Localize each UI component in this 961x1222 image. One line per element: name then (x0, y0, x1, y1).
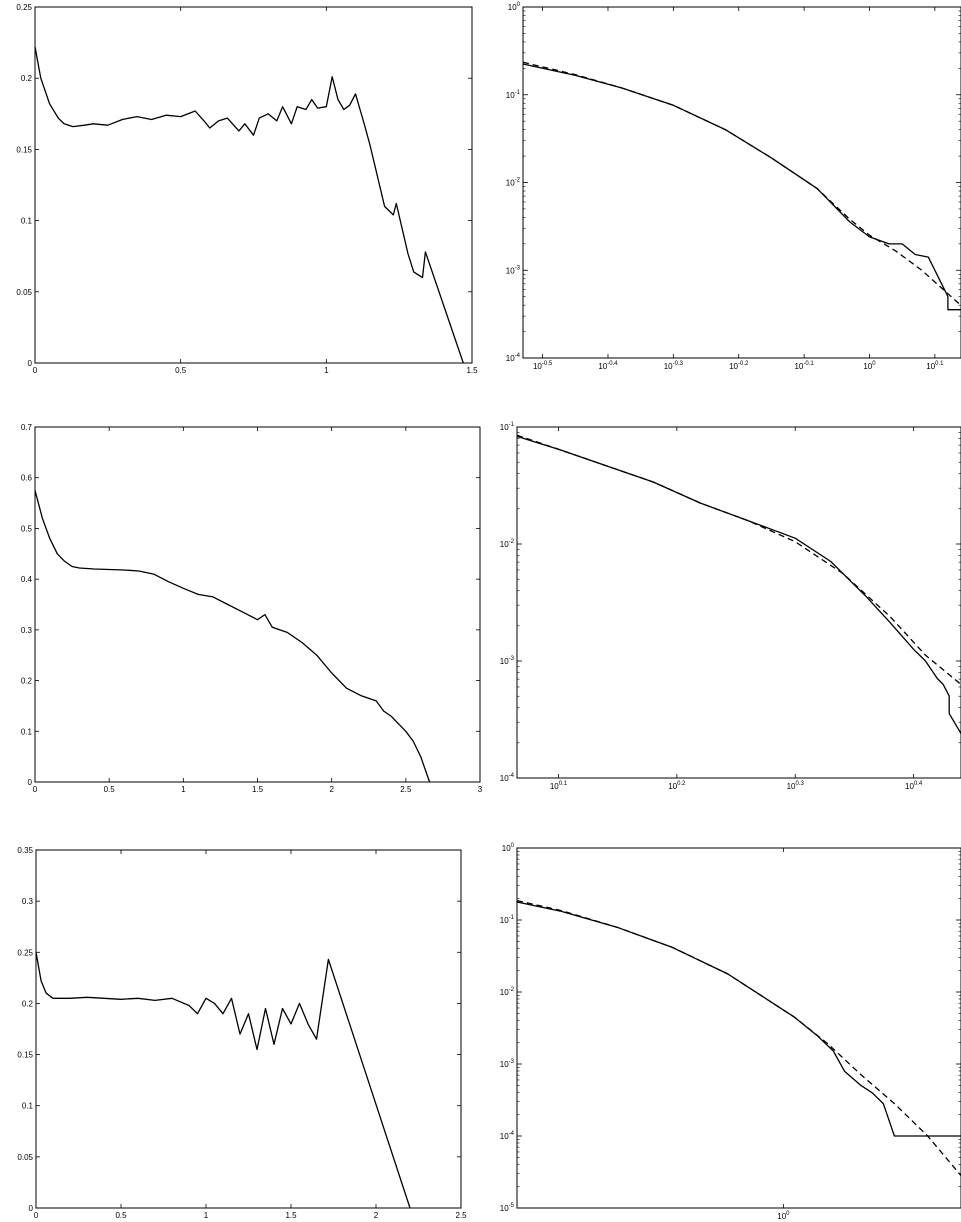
x-tick-label: 100.1 (550, 781, 568, 791)
y-tick-label: 0.2 (21, 677, 33, 686)
x-tick-label: 0 (34, 1211, 39, 1220)
data-line-bottom-right (516, 901, 961, 1137)
y-tick-label: 10-2 (500, 539, 515, 549)
plot-frame (516, 847, 961, 1209)
x-tick-label: 100.4 (905, 781, 923, 791)
y-tick-label: 0.1 (21, 727, 33, 736)
x-tick-label: 2 (374, 1211, 379, 1220)
y-tick-label: 0.05 (17, 1153, 33, 1162)
x-tick-label: 0.5 (175, 366, 187, 375)
x-tick-label: 10-0.1 (794, 361, 814, 371)
x-tick-label: 1.5 (252, 785, 264, 794)
y-tick-label: 10-4 (506, 353, 521, 363)
x-tick-label: 10-0.4 (598, 361, 618, 371)
dashed-fit-line-middle-right (516, 434, 961, 685)
x-tick-label: 100.2 (668, 781, 686, 791)
x-tick-label: 100 (863, 361, 876, 371)
chart-middle-left: 0 0.5 1 1.5 2 2.5 3 0 0.1 0.2 0.3 0.4 0.5 0.6 0.7 (21, 423, 483, 794)
y-tick-label: 10-2 (500, 987, 515, 997)
y-tick-label: 0 (28, 359, 33, 368)
y-tick-label: 10-2 (506, 178, 521, 188)
y-tick-label: 100 (502, 843, 515, 853)
y-tick-label: 100 (508, 2, 521, 12)
x-tick-label: 100 (777, 1211, 790, 1221)
chart-middle-right: 100.1 100.2 100.3 100.4 10-4 10-3 10-2 10-1 (500, 422, 961, 791)
plot-frame (516, 426, 961, 779)
x-tick-label: 1.5 (285, 1211, 297, 1220)
dashed-fit-line-bottom-right (516, 899, 961, 1177)
y-tick-label: 10-4 (500, 1131, 515, 1141)
plot-frame (35, 849, 462, 1209)
x-tick-label: 1 (204, 1211, 209, 1220)
x-tick-label: 2.5 (455, 1211, 467, 1220)
x-tick-label: 10-0.3 (664, 361, 684, 371)
y-tick-label: 10-5 (500, 1203, 515, 1213)
x-tick-label: 0.5 (104, 785, 116, 794)
x-tick-label: 0 (33, 785, 38, 794)
y-tick-label: 0.35 (17, 846, 33, 855)
y-tick-label: 0.25 (17, 948, 33, 957)
x-tick-label: 0 (33, 366, 38, 375)
x-tick-label: 100.1 (926, 361, 944, 371)
y-tick-label: 10-1 (500, 422, 515, 432)
data-line-middle-left (34, 490, 431, 783)
y-tick-label: 0.6 (21, 474, 33, 483)
x-tick-label: 1 (181, 785, 186, 794)
chart-bottom-right: 100 10-5 10-4 10-3 10-2 10-1 100 (500, 843, 961, 1221)
data-line-top-right (522, 63, 961, 311)
x-tick-label: 1 (324, 366, 329, 375)
y-tick-label: 0.5 (21, 524, 33, 533)
y-tick-label: 0.7 (21, 423, 33, 432)
x-tick-label: 1.5 (466, 366, 478, 375)
x-tick-label: 10-0.2 (729, 361, 749, 371)
y-tick-label: 0 (28, 778, 33, 787)
y-tick-label: 0.15 (17, 1051, 33, 1060)
y-tick-label: 0.15 (16, 145, 32, 154)
x-tick-label: 3 (478, 785, 483, 794)
y-tick-label: 10-1 (500, 915, 515, 925)
y-tick-label: 10-3 (500, 656, 515, 666)
y-tick-label: 0.1 (21, 217, 33, 226)
data-line-middle-right (516, 435, 961, 734)
y-tick-label: 0.05 (16, 288, 32, 297)
plot-frame (34, 6, 473, 364)
chart-top-right: 10-0.5 10-0.4 10-0.3 10-0.2 10-0.1 100 100.1 10… (506, 2, 961, 371)
plot-frame (34, 426, 481, 783)
y-tick-label: 10-1 (506, 90, 521, 100)
x-tick-label: 10-0.5 (533, 361, 553, 371)
data-line-top-left (34, 46, 464, 364)
chart-bottom-left: 0 0.5 1 1.5 2 2.5 0 0.05 0.1 0.15 0.2 0.25 0.3 0.35 (17, 846, 467, 1220)
data-line-bottom-left (35, 952, 411, 1209)
y-tick-label: 0.3 (22, 897, 34, 906)
y-tick-label: 0 (29, 1204, 34, 1213)
y-tick-label: 10-3 (500, 1059, 515, 1069)
y-tick-label: 0.2 (22, 999, 34, 1008)
y-tick-label: 10-4 (500, 773, 515, 783)
x-tick-label: 0.5 (115, 1211, 127, 1220)
x-tick-label: 2 (329, 785, 334, 794)
y-tick-label: 0.2 (21, 74, 33, 83)
x-tick-label: 100.3 (787, 781, 805, 791)
y-tick-label: 0.1 (22, 1102, 34, 1111)
y-tick-label: 0.25 (16, 3, 32, 12)
y-tick-label: 10-3 (506, 265, 521, 275)
dashed-fit-line-top-right (522, 61, 961, 306)
x-tick-label: 2.5 (400, 785, 412, 794)
plot-frame (522, 6, 961, 359)
y-tick-label: 0.3 (21, 626, 33, 635)
y-tick-label: 0.4 (21, 575, 33, 584)
chart-top-left: 0 0.5 1 1.5 0 0.05 0.1 0.15 0.2 0.25 (16, 3, 478, 375)
